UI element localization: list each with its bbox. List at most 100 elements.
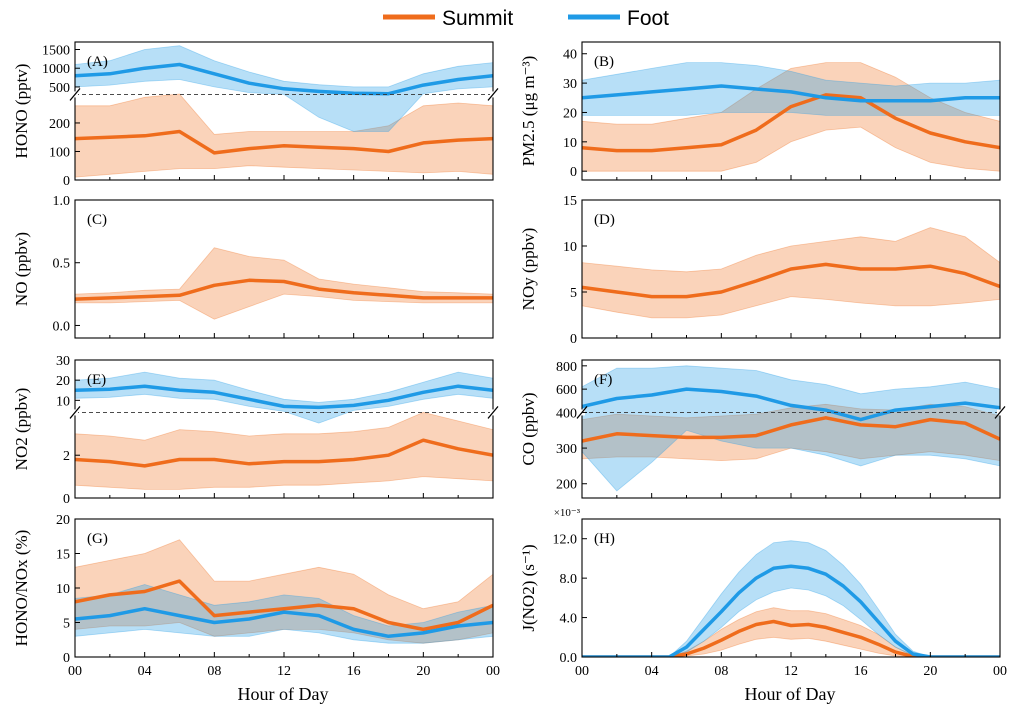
x-tick-label: 00 — [68, 664, 82, 679]
y-tick-label: 0.5 — [53, 257, 71, 272]
legend-foot-label: Foot — [627, 7, 669, 30]
panel-label: (D) — [594, 212, 615, 228]
y-tick-label: 500 — [49, 81, 70, 96]
panel-label: (C) — [87, 212, 107, 228]
panel-label: (F) — [594, 372, 612, 388]
x-tick-label: 20 — [416, 664, 430, 679]
x-axis-title-right: Hour of Day — [745, 684, 836, 704]
y-tick-label: 20 — [56, 513, 70, 528]
panel-a: 500 1000 1500 0 100 200 (A) HONO (pptv) — [12, 41, 499, 189]
panel-c: 0.0 0.5 1.0 (C) NO (ppbv) — [12, 194, 494, 339]
x-tick-label: 00 — [575, 664, 589, 679]
panel-label: (B) — [594, 54, 614, 70]
series-line-a-summit — [75, 129, 493, 155]
y-tick-label: 0.0 — [560, 651, 578, 666]
x-tick-label: 04 — [645, 664, 659, 679]
band-b-summit — [582, 62, 1000, 172]
axis-break-mark-left — [69, 88, 81, 101]
y-tick-label: 10 — [563, 136, 577, 151]
panel-h: 0.0 4.0 8.0 12.0 00 04 08 12 16 20 00 (H) J(NO2) (s⁻… — [519, 507, 1007, 679]
series-line-c-summit — [75, 278, 493, 301]
x-tick-label: 04 — [138, 664, 152, 679]
y-axis-label: PM2.5 (μg m⁻³) — [519, 56, 538, 167]
panel-b: 0 10 20 30 40 (B) PM2.5 (μg m⁻³) — [519, 41, 1001, 181]
panel-e: 10 20 30 0 2 (E) NO2 (ppbv) — [12, 354, 499, 507]
series-line-b-foot — [582, 84, 1000, 103]
series-line-e-foot — [75, 384, 493, 410]
panel-plot-area — [582, 365, 1000, 492]
series-line-h-foot — [582, 564, 1000, 657]
axis-break-mark-right — [487, 88, 499, 101]
legend: Summit Foot — [383, 7, 669, 30]
panel-plot-area — [75, 539, 493, 644]
y-axis-label: NO (ppbv) — [12, 232, 31, 306]
y-tick-label: 4.0 — [560, 612, 578, 627]
y-tick-label: 0 — [63, 492, 70, 507]
y-tick-label: 2 — [63, 449, 70, 464]
axis-break-mark-right — [487, 406, 499, 419]
y-tick-label: 10 — [56, 394, 70, 409]
x-tick-label: 12 — [277, 664, 291, 679]
x-axis-title-left: Hour of Day — [238, 684, 329, 704]
panel-d: 0 5 10 15 (D) NOy (ppbv) — [519, 194, 1001, 347]
x-tick-label: 00 — [486, 664, 500, 679]
y-tick-label: 400 — [556, 406, 577, 421]
panel-f: 400 600 800 200 300 (F) CO (ppbv) — [519, 359, 1006, 499]
legend-summit-label: Summit — [442, 7, 513, 30]
x-tick-label: 08 — [207, 664, 221, 679]
series-line-d-summit — [582, 262, 1000, 299]
y-tick-label: 300 — [556, 442, 577, 457]
band-f-summit — [582, 403, 1000, 462]
y-tick-label: 200 — [556, 478, 577, 493]
y-tick-label: 10 — [56, 582, 70, 597]
y-tick-label: 800 — [556, 360, 577, 375]
y-tick-label: 100 — [49, 145, 70, 160]
y-tick-label: 1.0 — [53, 194, 71, 209]
y-tick-label: 30 — [563, 77, 577, 92]
panel-label: (A) — [87, 54, 108, 70]
y-tick-label: 40 — [563, 48, 577, 63]
y-axis-multiplier: ×10⁻³ — [554, 507, 581, 519]
x-tick-label: 16 — [347, 664, 361, 679]
series-line-f-summit — [582, 416, 1000, 443]
y-tick-label: 0 — [570, 332, 577, 347]
series-line-h-summit — [582, 619, 1000, 657]
series-line-a-foot — [75, 62, 493, 96]
y-tick-label: 5 — [63, 617, 70, 632]
band-h-foot — [582, 540, 1000, 657]
y-tick-label: 1000 — [42, 62, 70, 77]
x-tick-label: 12 — [784, 664, 798, 679]
panel-label: (G) — [87, 531, 108, 547]
series-line-f-foot — [582, 387, 1000, 422]
y-tick-label: 8.0 — [560, 572, 578, 587]
band-c-summit — [75, 247, 493, 320]
y-axis-label: HONO (pptv) — [12, 64, 31, 159]
axis-break-mark-right — [994, 406, 1006, 419]
panel-g: 0 5 10 15 20 00 04 08 12 16 20 00 (G) HONO/NOx (%) — [12, 513, 500, 679]
axis-break-mark-left — [69, 406, 81, 419]
y-tick-label: 15 — [563, 194, 577, 209]
band-h-summit — [582, 607, 1000, 657]
panel-plot-area — [582, 62, 1000, 172]
panel-plot-area — [582, 227, 1000, 319]
y-tick-label: 15 — [56, 548, 70, 563]
series-line-b-summit — [582, 93, 1000, 153]
y-tick-label: 30 — [56, 354, 70, 369]
band-d-summit — [582, 227, 1000, 319]
y-tick-label: 12.0 — [553, 533, 578, 548]
panel-plot-area — [582, 540, 1000, 657]
y-tick-label: 1500 — [42, 43, 70, 58]
series-line-g-summit — [75, 579, 493, 632]
y-tick-label: 200 — [49, 117, 70, 132]
y-axis-label: J(NO2) (s⁻¹) — [519, 544, 538, 631]
x-tick-label: 00 — [993, 664, 1007, 679]
panel-plot-area — [75, 247, 493, 320]
y-tick-label: 0 — [63, 651, 70, 666]
y-tick-label: 5 — [570, 286, 577, 301]
x-tick-label: 08 — [714, 664, 728, 679]
panel-label: (E) — [87, 372, 106, 388]
y-axis-label: HONO/NOx (%) — [12, 530, 31, 647]
band-e-foot — [75, 371, 493, 424]
y-tick-label: 20 — [563, 106, 577, 121]
